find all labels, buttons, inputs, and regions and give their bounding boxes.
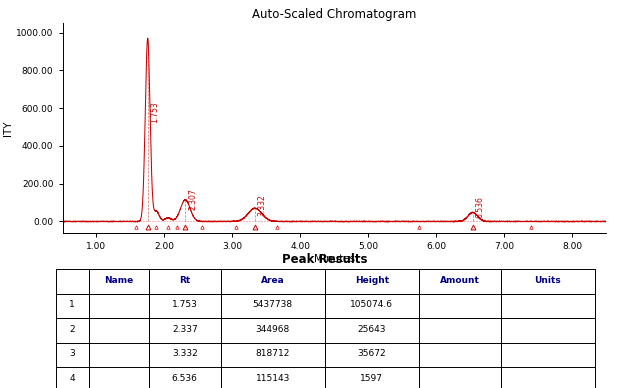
Text: 2: 2 (69, 325, 75, 334)
Text: Area: Area (261, 276, 284, 285)
Text: 115143: 115143 (256, 374, 290, 383)
Text: 6.536: 6.536 (172, 374, 198, 383)
Text: Units: Units (534, 276, 561, 285)
Text: 105074.6: 105074.6 (350, 300, 393, 309)
Text: 25643: 25643 (357, 325, 386, 334)
Text: 1: 1 (69, 300, 75, 309)
Text: 2.307: 2.307 (188, 189, 197, 210)
Text: 3.332: 3.332 (172, 349, 198, 358)
Text: 1597: 1597 (360, 374, 383, 383)
Title: Auto-Scaled Chromatogram: Auto-Scaled Chromatogram (253, 8, 416, 21)
Text: Name: Name (104, 276, 133, 285)
X-axis label: Minutes: Minutes (314, 254, 355, 263)
Y-axis label: ITY: ITY (3, 120, 13, 136)
Text: 3.332: 3.332 (258, 194, 267, 216)
Text: Peak Results: Peak Results (282, 253, 368, 265)
Text: 35672: 35672 (357, 349, 386, 358)
Text: 2.337: 2.337 (172, 325, 198, 334)
Text: 818712: 818712 (256, 349, 290, 358)
Text: 6.536: 6.536 (476, 196, 484, 218)
Text: 344968: 344968 (256, 325, 290, 334)
Text: 1.753: 1.753 (172, 300, 198, 309)
Text: 3: 3 (69, 349, 75, 358)
Text: Rt: Rt (179, 276, 191, 285)
Text: 5437738: 5437738 (253, 300, 292, 309)
Text: Amount: Amount (440, 276, 480, 285)
Text: 4: 4 (69, 374, 75, 383)
Text: Height: Height (355, 276, 389, 285)
Text: 1.753: 1.753 (151, 102, 159, 123)
